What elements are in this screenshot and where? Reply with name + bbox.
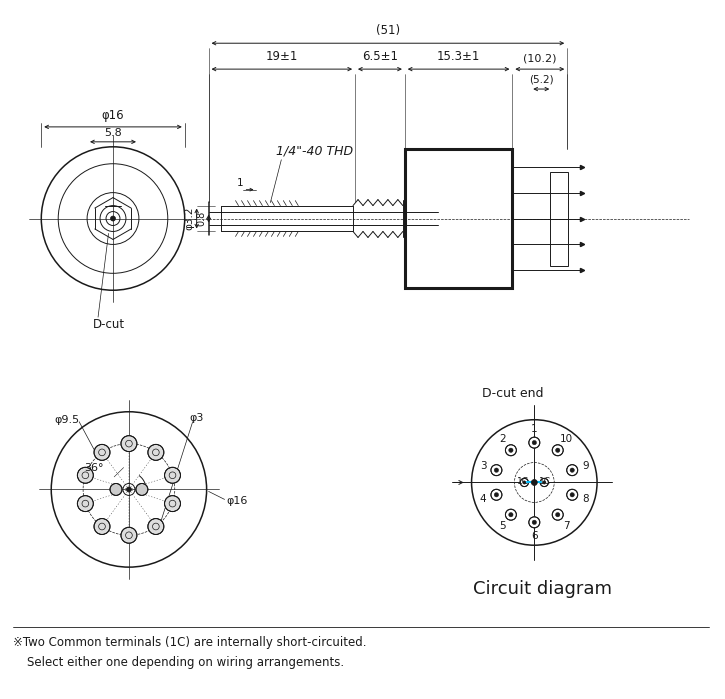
Circle shape (570, 493, 574, 497)
Text: φ9.5: φ9.5 (54, 415, 79, 425)
Circle shape (567, 465, 578, 475)
Circle shape (78, 468, 94, 483)
Circle shape (121, 527, 137, 543)
Text: (10.2): (10.2) (523, 53, 557, 63)
Circle shape (165, 468, 181, 483)
Circle shape (555, 512, 560, 517)
Circle shape (570, 468, 574, 473)
Circle shape (529, 517, 540, 528)
Circle shape (567, 489, 578, 500)
Text: Select either one depending on wiring arrangements.: Select either one depending on wiring ar… (28, 656, 344, 669)
Circle shape (542, 481, 546, 484)
Text: 5.8: 5.8 (104, 128, 122, 138)
Circle shape (505, 510, 516, 520)
Circle shape (509, 512, 513, 517)
Circle shape (126, 487, 131, 492)
Circle shape (509, 448, 513, 452)
Text: D-cut end: D-cut end (481, 387, 543, 400)
Circle shape (148, 519, 164, 535)
Text: 36°: 36° (84, 463, 104, 473)
Circle shape (94, 519, 110, 535)
Circle shape (491, 489, 502, 500)
Circle shape (540, 478, 548, 487)
Circle shape (532, 440, 536, 445)
Circle shape (494, 493, 499, 497)
Circle shape (523, 481, 526, 484)
Circle shape (494, 468, 499, 473)
Text: 8: 8 (582, 494, 589, 504)
Text: (5.2): (5.2) (529, 74, 554, 84)
Circle shape (552, 510, 563, 520)
Circle shape (148, 445, 164, 461)
Text: 7: 7 (563, 521, 569, 531)
Text: φ16: φ16 (226, 496, 248, 506)
Text: 3: 3 (480, 461, 486, 471)
Circle shape (555, 448, 560, 452)
Text: 19±1: 19±1 (265, 50, 298, 63)
Text: 1C: 1C (539, 477, 551, 486)
Text: 9: 9 (582, 461, 589, 471)
Circle shape (521, 478, 529, 487)
Circle shape (505, 445, 516, 456)
Circle shape (110, 484, 122, 496)
Circle shape (491, 465, 502, 475)
Circle shape (531, 480, 537, 486)
Text: 10: 10 (560, 434, 573, 444)
Text: 1: 1 (237, 178, 244, 187)
Circle shape (532, 520, 536, 524)
Circle shape (165, 496, 181, 512)
Text: 6: 6 (531, 531, 538, 541)
Text: D-cut: D-cut (93, 318, 125, 331)
Circle shape (529, 437, 540, 448)
Text: 0.8: 0.8 (196, 211, 207, 226)
Text: φ3.2: φ3.2 (185, 207, 195, 230)
Text: φ16: φ16 (102, 109, 124, 122)
Bar (550, 172, 568, 266)
Text: 1: 1 (531, 424, 538, 433)
Text: φ3: φ3 (189, 412, 204, 423)
Text: ※Two Common terminals (1C) are internally short-circuited.: ※Two Common terminals (1C) are internall… (13, 636, 367, 649)
Circle shape (94, 445, 110, 461)
Text: 2: 2 (500, 434, 506, 444)
Bar (405, 149, 513, 288)
Circle shape (78, 496, 94, 512)
Circle shape (110, 216, 115, 221)
Text: 1/4"-40 THD: 1/4"-40 THD (276, 145, 354, 158)
Circle shape (136, 484, 148, 496)
Text: 6.5±1: 6.5±1 (362, 50, 398, 63)
Circle shape (121, 435, 137, 452)
Text: 1C: 1C (518, 477, 529, 486)
Text: 15.3±1: 15.3±1 (437, 50, 480, 63)
Text: 4: 4 (480, 494, 486, 504)
Text: (51): (51) (376, 24, 400, 37)
Circle shape (552, 445, 563, 456)
Text: Circuit diagram: Circuit diagram (473, 580, 612, 598)
Text: 5: 5 (500, 521, 506, 531)
